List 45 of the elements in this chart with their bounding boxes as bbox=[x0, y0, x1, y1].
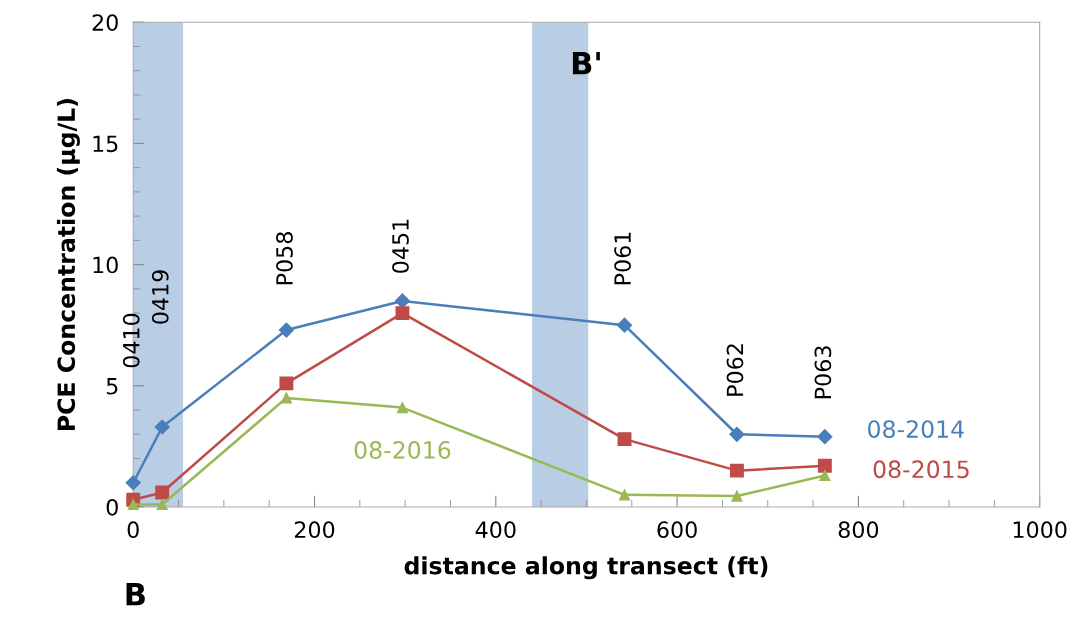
annotation: P061 bbox=[614, 232, 631, 285]
x-tick-label: 200 bbox=[294, 521, 335, 539]
point bbox=[125, 475, 141, 491]
point bbox=[729, 463, 744, 478]
annotation: 0451 bbox=[392, 219, 409, 273]
y-axis-title: PCE Concentration (µg/L) bbox=[56, 99, 80, 431]
series-label: 08-2014 bbox=[868, 420, 964, 438]
point bbox=[817, 458, 832, 473]
point bbox=[819, 469, 831, 482]
point bbox=[280, 392, 292, 404]
annotation: B' bbox=[572, 52, 600, 75]
annotation: P058 bbox=[276, 232, 293, 285]
annotation: 0419 bbox=[151, 270, 169, 324]
annotation: P063 bbox=[814, 346, 832, 399]
y-tick-label: 10 bbox=[93, 256, 118, 274]
point bbox=[616, 317, 633, 333]
point bbox=[278, 322, 294, 338]
series-label: 08-2016 bbox=[354, 441, 451, 459]
point bbox=[817, 429, 833, 445]
point bbox=[617, 432, 632, 447]
annotation: 0410 bbox=[122, 313, 140, 368]
point bbox=[618, 489, 631, 501]
x-tick-label: 1000 bbox=[1013, 521, 1067, 539]
x-axis-title: distance along transect (ft) bbox=[404, 556, 768, 580]
y-tick-label: 20 bbox=[92, 14, 118, 31]
point bbox=[731, 490, 743, 502]
point bbox=[394, 293, 411, 309]
x-tick-label: 600 bbox=[657, 521, 697, 539]
point bbox=[154, 419, 170, 435]
text: B bbox=[126, 583, 145, 606]
y-tick-label: 5 bbox=[106, 378, 118, 395]
annotation: P062 bbox=[726, 344, 744, 396]
y-tick-label: 0 bbox=[106, 498, 118, 516]
point bbox=[395, 306, 410, 321]
series-label: 08-2015 bbox=[873, 460, 969, 479]
x-tick-label: 400 bbox=[475, 521, 516, 539]
point bbox=[729, 426, 745, 442]
y-tick-label: 15 bbox=[93, 135, 118, 153]
point bbox=[396, 402, 408, 414]
point bbox=[279, 376, 294, 391]
x-tick-label: 800 bbox=[838, 521, 879, 539]
point bbox=[127, 499, 139, 511]
x-tick-label: 0 bbox=[127, 521, 139, 539]
point bbox=[156, 499, 168, 511]
point bbox=[155, 485, 170, 500]
